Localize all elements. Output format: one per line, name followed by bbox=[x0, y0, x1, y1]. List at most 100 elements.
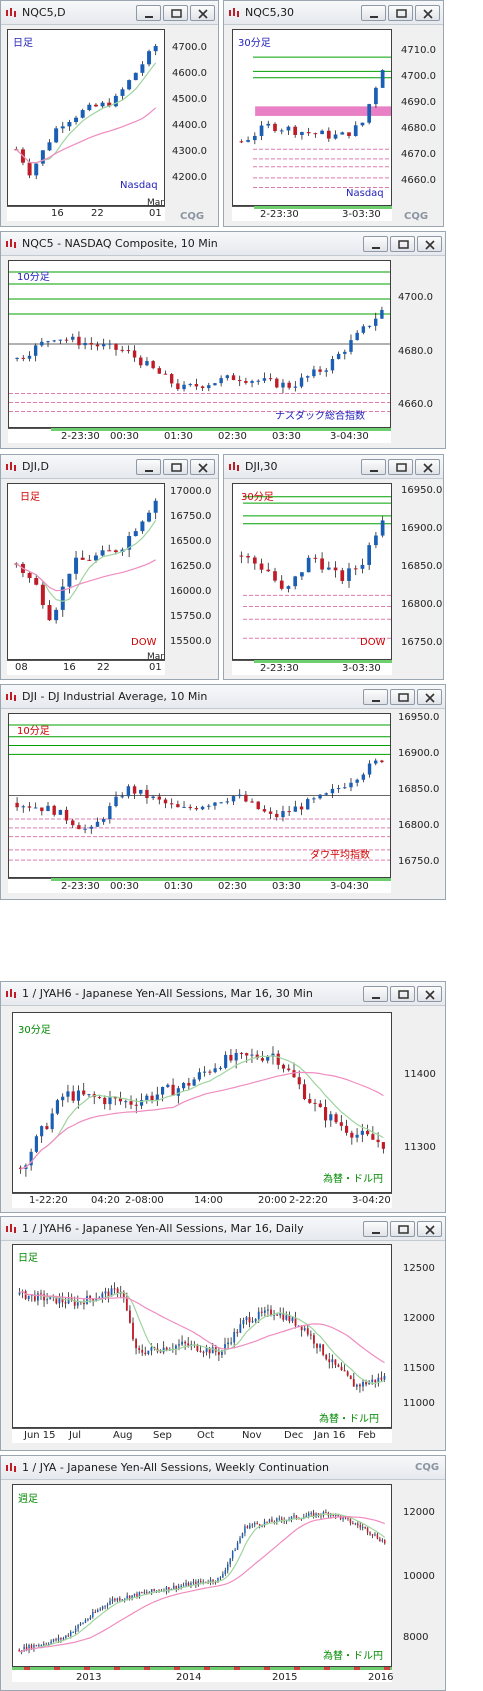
candle-body bbox=[227, 1342, 229, 1345]
close-button[interactable] bbox=[417, 689, 442, 705]
title-bar[interactable]: 1 / JYA - Japanese Yen-All Sessions, Wee… bbox=[1, 1456, 445, 1480]
candle-body bbox=[324, 793, 328, 795]
close-button[interactable] bbox=[417, 1221, 442, 1237]
close-button[interactable] bbox=[417, 236, 442, 252]
x-tick: 2014 bbox=[176, 1672, 202, 1683]
candle-body bbox=[340, 132, 345, 135]
chart-plot[interactable]: 日足 Nasdaq bbox=[7, 29, 165, 206]
y-tick: 16250.0 bbox=[170, 561, 212, 572]
restore-button[interactable] bbox=[163, 459, 188, 475]
candle-body bbox=[352, 1379, 355, 1387]
timeframe-label: 週足 bbox=[18, 1494, 38, 1505]
title-bar[interactable]: NQC5,30 bbox=[224, 1, 443, 25]
restore-button[interactable] bbox=[388, 459, 413, 475]
candle-body bbox=[162, 1347, 165, 1353]
restore-button[interactable] bbox=[390, 236, 415, 252]
candle-body bbox=[256, 801, 260, 810]
window-jya-weekly[interactable]: 1 / JYA - Japanese Yen-All Sessions, Wee… bbox=[0, 1455, 446, 1691]
close-button[interactable] bbox=[415, 459, 440, 475]
instrument-label: 為替・ドル円 bbox=[323, 1174, 383, 1185]
chart-plot[interactable]: 週足 為替・ドル円 bbox=[12, 1484, 392, 1667]
close-button[interactable] bbox=[415, 5, 440, 21]
restore-button[interactable] bbox=[390, 1221, 415, 1237]
chart-plot[interactable]: 日足 為替・ドル円 bbox=[12, 1244, 392, 1428]
candle-body bbox=[367, 104, 372, 123]
title-bar[interactable]: NQC5,D bbox=[1, 1, 218, 25]
candle-body bbox=[219, 802, 223, 804]
candle-body bbox=[268, 1519, 271, 1522]
minimize-button[interactable] bbox=[363, 1221, 388, 1237]
title-bar[interactable]: NQC5 - NASDAQ Composite, 10 Min bbox=[1, 232, 445, 256]
candle-body bbox=[239, 555, 244, 557]
moving-average-line bbox=[20, 1055, 384, 1170]
chart-plot[interactable]: 30分足 Nasdaq bbox=[232, 29, 392, 206]
candle-body bbox=[61, 1096, 65, 1101]
title-bar[interactable]: 1 / JYAH6 - Japanese Yen-All Sessions, M… bbox=[1, 982, 445, 1006]
window-nqc5-10min[interactable]: NQC5 - NASDAQ Composite, 10 Min 10分足 ナスダ… bbox=[0, 231, 446, 449]
window-dji-10min[interactable]: DJI - DJ Industrial Average, 10 Min 10分足… bbox=[0, 684, 446, 900]
minimize-button[interactable] bbox=[136, 459, 161, 475]
window-dji-30min[interactable]: DJI,30 30分足 DOW 16950.0 16900.0 16850.0 … bbox=[223, 454, 444, 680]
restore-button[interactable] bbox=[163, 5, 188, 21]
title-bar[interactable]: 1 / JYAH6 - Japanese Yen-All Sessions, M… bbox=[1, 1217, 445, 1241]
close-button[interactable] bbox=[190, 459, 215, 475]
title-bar[interactable]: DJI,30 bbox=[224, 455, 443, 479]
candle-body bbox=[236, 1331, 239, 1333]
candle-body bbox=[99, 1608, 101, 1611]
candle-body bbox=[323, 1107, 328, 1121]
candle-body bbox=[160, 1086, 165, 1095]
minimize-button[interactable] bbox=[136, 5, 161, 21]
close-button[interactable] bbox=[190, 5, 215, 21]
timeframe-label: 10分足 bbox=[17, 272, 50, 283]
title-bar[interactable]: DJI - DJ Industrial Average, 10 Min bbox=[1, 685, 445, 709]
minimize-button[interactable] bbox=[361, 5, 386, 21]
candle-body bbox=[55, 1100, 60, 1114]
window-nqc5-30min[interactable]: NQC5,30 30分足 Nasdaq 4710.0 4700.0 4690.0… bbox=[223, 0, 444, 227]
candle-body bbox=[280, 1518, 283, 1520]
title-bar[interactable]: DJI,D bbox=[1, 455, 218, 479]
restore-button[interactable] bbox=[390, 986, 415, 1002]
candle-body bbox=[230, 1342, 233, 1344]
chart-plot[interactable]: 10分足 ダウ平均指数 bbox=[8, 713, 391, 878]
candle-body bbox=[300, 1325, 303, 1331]
close-button[interactable] bbox=[417, 986, 442, 1002]
minimize-button[interactable] bbox=[363, 986, 388, 1002]
candle-body bbox=[214, 1581, 217, 1583]
candle-body bbox=[320, 1515, 322, 1517]
chart-plot[interactable]: 30分足 為替・ドル円 bbox=[12, 1012, 392, 1193]
chart-plot[interactable]: 30分足 DOW bbox=[232, 483, 392, 660]
window-nqc5-daily[interactable]: NQC5,D 日足 Nasdaq 4700.0 4600.0 4500.0 44… bbox=[0, 0, 219, 227]
candle-body bbox=[71, 820, 75, 826]
candle-body bbox=[302, 1084, 307, 1100]
candle-body bbox=[182, 384, 186, 390]
candle-body bbox=[259, 563, 264, 570]
candle-body bbox=[34, 1136, 38, 1152]
candle-body bbox=[330, 788, 335, 794]
candle-body bbox=[126, 1595, 128, 1599]
window-jyah6-daily[interactable]: 1 / JYAH6 - Japanese Yen-All Sessions, M… bbox=[0, 1216, 446, 1451]
x-tick: 2-08:00 bbox=[125, 1195, 164, 1206]
chart-plot[interactable]: 日足 DOW bbox=[7, 483, 165, 660]
timeframe-label: 30分足 bbox=[241, 492, 274, 503]
candle-body bbox=[205, 1348, 208, 1353]
y-tick: 11000 bbox=[403, 1398, 435, 1409]
restore-button[interactable] bbox=[390, 689, 415, 705]
candle-body bbox=[376, 1534, 379, 1539]
restore-button[interactable] bbox=[388, 5, 413, 21]
window-jyah6-30min[interactable]: 1 / JYAH6 - Japanese Yen-All Sessions, M… bbox=[0, 981, 446, 1213]
minimize-button[interactable] bbox=[363, 689, 388, 705]
window-dji-daily[interactable]: DJI,D 日足 DOW 17000.0 16750.0 16500.0 162… bbox=[0, 454, 219, 680]
minimize-button[interactable] bbox=[363, 236, 388, 252]
x-tick: 16 bbox=[63, 662, 76, 673]
candle-body bbox=[305, 1515, 308, 1517]
candle-body bbox=[334, 1359, 337, 1365]
y-tick: 12000 bbox=[403, 1313, 435, 1324]
candle-body bbox=[360, 564, 365, 569]
chart-plot[interactable]: 10分足 ナスダック総合指数 bbox=[8, 260, 391, 428]
candle-body bbox=[233, 1331, 236, 1343]
y-tick: 16850.0 bbox=[398, 784, 440, 795]
candle-body bbox=[77, 825, 81, 830]
candle-body bbox=[116, 1598, 119, 1601]
minimize-button[interactable] bbox=[361, 459, 386, 475]
candle-body bbox=[290, 1516, 293, 1520]
